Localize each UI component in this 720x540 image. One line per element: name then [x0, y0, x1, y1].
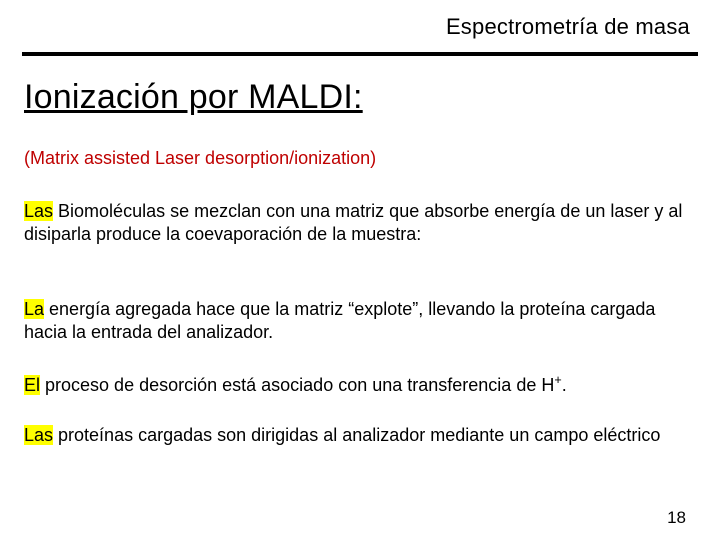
- page-number: 18: [667, 508, 686, 528]
- highlight-2: La: [24, 299, 44, 319]
- bullet-2: La energía agregada hace que la matriz “…: [24, 298, 700, 345]
- bullet-2-text: energía agregada hace que la matriz “exp…: [24, 299, 655, 342]
- bullet-1-text: Biomoléculas se mezclan con una matriz q…: [24, 201, 682, 244]
- slide: Espectrometría de masa Ionización por MA…: [0, 0, 720, 540]
- highlight-1: Las: [24, 201, 53, 221]
- slide-subtitle: (Matrix assisted Laser desorption/ioniza…: [24, 148, 376, 169]
- header-topic: Espectrometría de masa: [446, 14, 690, 40]
- bullet-1: Las Biomoléculas se mezclan con una matr…: [24, 200, 700, 247]
- bullet-3: El proceso de desorción está asociado co…: [24, 374, 700, 397]
- bullet-4-text: proteínas cargadas son dirigidas al anal…: [53, 425, 660, 445]
- bullet-4: Las proteínas cargadas son dirigidas al …: [24, 424, 700, 447]
- bullet-3-sup: +: [554, 373, 561, 387]
- bullet-3-text-b: .: [562, 375, 567, 395]
- highlight-3: El: [24, 375, 40, 395]
- bullet-3-text-a: proceso de desorción está asociado con u…: [40, 375, 554, 395]
- highlight-4: Las: [24, 425, 53, 445]
- slide-title: Ionización por MALDI:: [24, 78, 363, 117]
- header-rule: [22, 52, 698, 56]
